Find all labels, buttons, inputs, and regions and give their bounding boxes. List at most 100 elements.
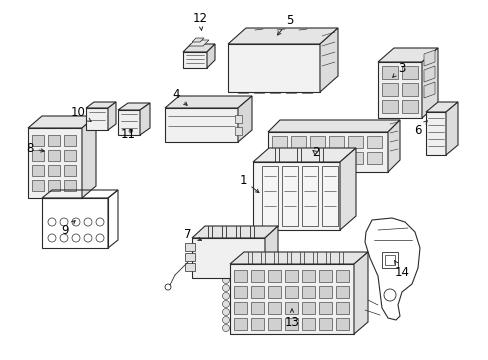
Polygon shape <box>302 270 314 282</box>
Polygon shape <box>302 286 314 298</box>
Polygon shape <box>425 112 445 155</box>
Polygon shape <box>271 152 286 164</box>
Polygon shape <box>48 135 60 146</box>
Polygon shape <box>335 318 348 330</box>
Polygon shape <box>267 120 399 132</box>
Circle shape <box>222 316 229 324</box>
Polygon shape <box>423 50 434 66</box>
Polygon shape <box>335 286 348 298</box>
Text: 4: 4 <box>172 89 187 105</box>
Polygon shape <box>192 238 264 278</box>
Polygon shape <box>32 150 44 161</box>
Polygon shape <box>267 286 281 298</box>
Polygon shape <box>267 270 281 282</box>
Polygon shape <box>267 302 281 314</box>
Polygon shape <box>192 38 203 42</box>
Polygon shape <box>309 136 325 148</box>
Polygon shape <box>234 286 246 298</box>
Text: 2: 2 <box>312 147 319 159</box>
Polygon shape <box>235 115 242 123</box>
Bar <box>285 87 295 93</box>
Polygon shape <box>64 135 76 146</box>
Text: 13: 13 <box>284 309 299 328</box>
Polygon shape <box>82 116 96 198</box>
Polygon shape <box>335 270 348 282</box>
Polygon shape <box>48 150 60 161</box>
Text: 1: 1 <box>239 174 259 193</box>
Text: 7: 7 <box>184 228 201 240</box>
Polygon shape <box>206 44 215 68</box>
Polygon shape <box>381 66 397 79</box>
Polygon shape <box>423 82 434 98</box>
Bar <box>253 87 264 93</box>
Text: 12: 12 <box>192 12 207 30</box>
Circle shape <box>222 269 229 275</box>
Text: 6: 6 <box>413 121 427 136</box>
Polygon shape <box>229 264 353 334</box>
Polygon shape <box>250 270 264 282</box>
Polygon shape <box>366 152 381 164</box>
Polygon shape <box>183 52 206 68</box>
Polygon shape <box>250 318 264 330</box>
Polygon shape <box>227 44 319 92</box>
Polygon shape <box>267 318 281 330</box>
Polygon shape <box>164 108 238 142</box>
Polygon shape <box>309 152 325 164</box>
Polygon shape <box>381 100 397 113</box>
Polygon shape <box>184 263 195 271</box>
Polygon shape <box>48 165 60 176</box>
Polygon shape <box>423 66 434 82</box>
Polygon shape <box>108 102 116 130</box>
Polygon shape <box>318 302 331 314</box>
Polygon shape <box>401 83 417 96</box>
Polygon shape <box>164 96 251 108</box>
Polygon shape <box>250 286 264 298</box>
Text: 10: 10 <box>70 107 91 121</box>
Text: 5: 5 <box>277 13 293 35</box>
Polygon shape <box>285 286 297 298</box>
Bar <box>269 87 280 93</box>
Polygon shape <box>421 48 437 118</box>
Circle shape <box>222 309 229 315</box>
Polygon shape <box>318 286 331 298</box>
Polygon shape <box>28 116 96 128</box>
Polygon shape <box>425 102 457 112</box>
Polygon shape <box>328 152 343 164</box>
Polygon shape <box>339 148 355 230</box>
Polygon shape <box>64 180 76 191</box>
Polygon shape <box>86 108 108 130</box>
Circle shape <box>222 301 229 307</box>
Polygon shape <box>302 302 314 314</box>
Polygon shape <box>140 103 150 135</box>
Polygon shape <box>252 162 339 230</box>
Polygon shape <box>285 270 297 282</box>
Polygon shape <box>118 103 150 110</box>
Polygon shape <box>328 136 343 148</box>
Polygon shape <box>192 226 278 238</box>
Polygon shape <box>189 40 208 46</box>
Polygon shape <box>32 165 44 176</box>
Polygon shape <box>64 150 76 161</box>
Polygon shape <box>86 102 116 108</box>
Polygon shape <box>183 44 215 52</box>
Bar <box>238 87 247 93</box>
Polygon shape <box>377 48 437 62</box>
Polygon shape <box>347 152 362 164</box>
Polygon shape <box>387 120 399 172</box>
Polygon shape <box>290 152 305 164</box>
Polygon shape <box>377 62 421 118</box>
Polygon shape <box>234 318 246 330</box>
Polygon shape <box>319 28 337 92</box>
Polygon shape <box>184 243 195 251</box>
Circle shape <box>222 324 229 332</box>
Circle shape <box>222 284 229 292</box>
Polygon shape <box>184 253 195 261</box>
Text: 3: 3 <box>392 62 405 77</box>
Bar <box>302 87 311 93</box>
Polygon shape <box>335 302 348 314</box>
Polygon shape <box>32 135 44 146</box>
Polygon shape <box>252 148 355 162</box>
Polygon shape <box>285 318 297 330</box>
Polygon shape <box>302 318 314 330</box>
Polygon shape <box>381 83 397 96</box>
